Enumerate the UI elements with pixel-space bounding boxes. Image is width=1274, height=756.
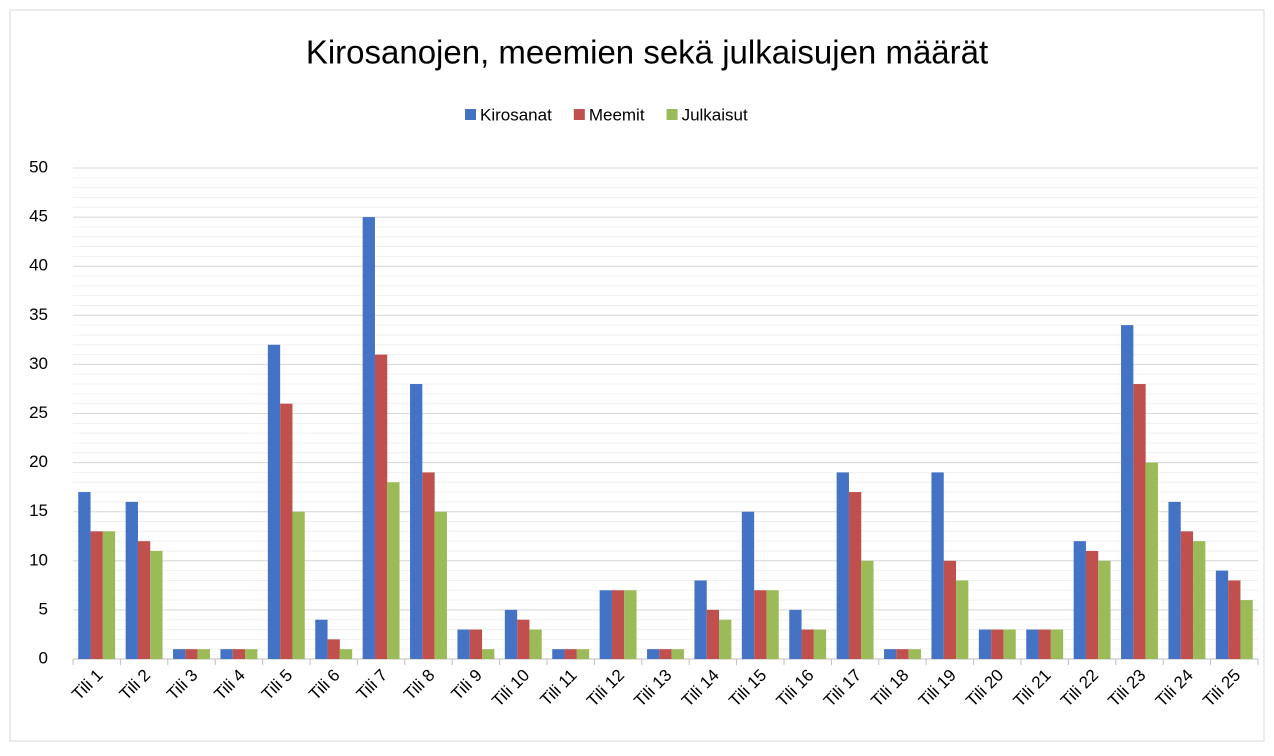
bar — [1073, 541, 1086, 659]
bar — [848, 492, 862, 659]
bar — [564, 649, 577, 659]
bar — [102, 531, 116, 659]
bar — [1038, 629, 1051, 659]
legend-label: Meemit — [589, 105, 645, 124]
y-tick-label: 0 — [39, 648, 48, 667]
bar — [896, 649, 909, 659]
bar — [766, 590, 779, 659]
bar — [599, 590, 612, 659]
bar — [150, 550, 163, 659]
bar — [482, 649, 495, 659]
bar — [1085, 550, 1099, 659]
bar — [576, 649, 590, 659]
bar — [245, 649, 258, 659]
bar — [813, 629, 827, 659]
bar — [469, 629, 483, 659]
bar — [801, 629, 814, 659]
bar — [173, 649, 186, 659]
bar — [280, 403, 293, 659]
bar — [410, 384, 423, 659]
y-tick-label: 40 — [29, 256, 48, 275]
bar — [611, 590, 625, 659]
bar — [624, 590, 637, 659]
y-tick-label: 50 — [29, 157, 48, 176]
bar — [647, 649, 660, 659]
bar — [232, 649, 246, 659]
y-tick-label: 30 — [29, 354, 48, 373]
legend-swatch — [465, 109, 476, 120]
bar — [1121, 325, 1134, 659]
bar — [861, 560, 874, 659]
bar — [1003, 629, 1016, 659]
bar — [789, 609, 802, 659]
bar — [137, 541, 151, 659]
bar — [659, 649, 672, 659]
bar — [457, 629, 470, 659]
bar — [517, 619, 530, 659]
bar — [552, 649, 565, 659]
bar — [1098, 560, 1111, 659]
bar — [1228, 580, 1241, 659]
bar — [1180, 531, 1194, 659]
bar — [327, 639, 340, 659]
bar — [1145, 462, 1158, 659]
bar — [374, 354, 388, 659]
y-tick-label: 35 — [29, 305, 48, 324]
bar — [292, 511, 305, 659]
y-tick-label: 15 — [29, 501, 48, 520]
chart-title: Kirosanojen, meemien sekä julkaisujen mä… — [306, 34, 988, 71]
bar — [719, 619, 732, 659]
bar — [125, 501, 138, 659]
bar — [706, 609, 720, 659]
bar — [387, 482, 400, 659]
y-tick-label: 25 — [29, 403, 48, 422]
bar — [185, 649, 198, 659]
legend-label: Julkaisut — [682, 105, 748, 124]
y-tick-label: 45 — [29, 207, 48, 226]
y-tick-label: 5 — [39, 599, 48, 618]
legend-label: Kirosanat — [480, 105, 552, 124]
bar — [1050, 629, 1064, 659]
bar — [943, 560, 957, 659]
bar — [931, 472, 944, 659]
legend-swatch — [666, 109, 678, 120]
bar — [529, 629, 542, 659]
y-tick-label: 20 — [29, 452, 48, 471]
bar — [1240, 600, 1253, 659]
bar — [78, 492, 91, 659]
bar — [884, 649, 897, 659]
chart-border — [9, 9, 1265, 742]
bar — [1026, 629, 1039, 659]
bar — [90, 531, 103, 659]
bar — [671, 649, 684, 659]
bar — [754, 590, 767, 659]
bar — [339, 649, 353, 659]
bar — [197, 649, 210, 659]
bar — [362, 217, 375, 659]
bar — [836, 472, 849, 659]
bar — [908, 649, 921, 659]
bar — [956, 580, 969, 659]
bar — [315, 619, 328, 659]
bar — [434, 511, 447, 659]
bar — [1133, 384, 1146, 659]
bar — [978, 629, 992, 659]
bar — [1168, 501, 1181, 659]
bar — [220, 649, 233, 659]
bar — [694, 580, 707, 659]
y-tick-label: 10 — [29, 550, 48, 569]
bar — [422, 472, 435, 659]
bar — [267, 344, 281, 659]
bar — [741, 511, 755, 659]
bar — [991, 629, 1004, 659]
legend-swatch — [573, 109, 585, 120]
bar — [1193, 541, 1206, 659]
bar — [504, 609, 518, 659]
bar — [1215, 570, 1229, 659]
